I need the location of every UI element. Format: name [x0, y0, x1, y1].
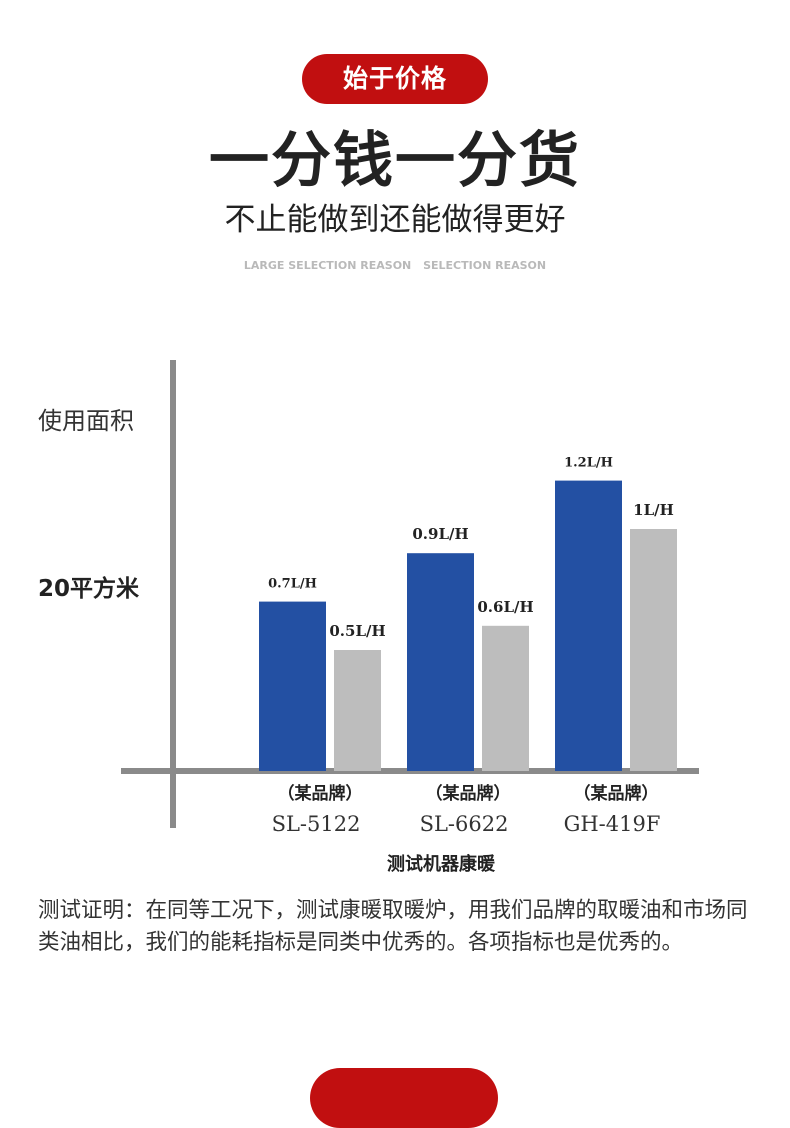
- y-tick-label: 20平方米: [38, 575, 140, 602]
- section-badge: 始于价格: [302, 54, 488, 104]
- page-subheadline: 不止能做到还能做得更好: [224, 202, 566, 238]
- bar-chart: 使用面积 20平方米 0.7L/H 0.5L/H （某品牌） SL-5122 0.9L/H 0…: [38, 360, 699, 875]
- bottom-badge: [310, 1068, 498, 1128]
- page-headline: 一分钱一分货: [209, 126, 581, 196]
- tagline-left: LARGE SELECTION REASON: [243, 259, 412, 272]
- category-model-label: SL-5122: [272, 812, 361, 836]
- bar-value-label: 0.7L/H: [268, 577, 317, 592]
- bar-primary-1: [259, 601, 326, 771]
- bar-value-label: 0.5L/H: [329, 622, 385, 640]
- category-brand-label: （某品牌）: [426, 783, 511, 804]
- bar-primary-2: [407, 553, 474, 771]
- chart-bars: [259, 480, 677, 771]
- category-brand-label: （某品牌）: [574, 783, 659, 804]
- description-text: 测试证明：在同等工况下，测试康暖取暖炉，用我们品牌的取暖油和市场同类油相比，我们…: [38, 898, 748, 955]
- category-model-label: SL-6622: [420, 812, 509, 836]
- tagline: LARGE SELECTION REASON SELECTION REASON: [0, 258, 790, 274]
- y-axis-label: 使用面积: [38, 407, 134, 435]
- bar-value-label: 0.6L/H: [477, 598, 533, 616]
- tagline-right: SELECTION REASON: [423, 259, 547, 272]
- category-model-label: GH-419F: [564, 812, 661, 836]
- category-brand-label: （某品牌）: [278, 783, 363, 804]
- chart-labels: 使用面积 20平方米 0.7L/H 0.5L/H （某品牌） SL-5122 0.9L/H 0…: [38, 407, 674, 875]
- bar-value-label: 1L/H: [633, 501, 674, 519]
- bar-primary-3: [555, 480, 622, 771]
- bar-secondary-2: [482, 625, 529, 771]
- y-axis-line: [170, 360, 176, 828]
- bar-secondary-1: [334, 650, 381, 771]
- bar-value-label: 1.2L/H: [564, 456, 613, 471]
- section-badge-label: 始于价格: [342, 64, 447, 93]
- bar-secondary-3: [630, 529, 677, 771]
- x-axis-label: 测试机器康暖: [387, 853, 496, 875]
- bar-value-label: 0.9L/H: [412, 525, 468, 543]
